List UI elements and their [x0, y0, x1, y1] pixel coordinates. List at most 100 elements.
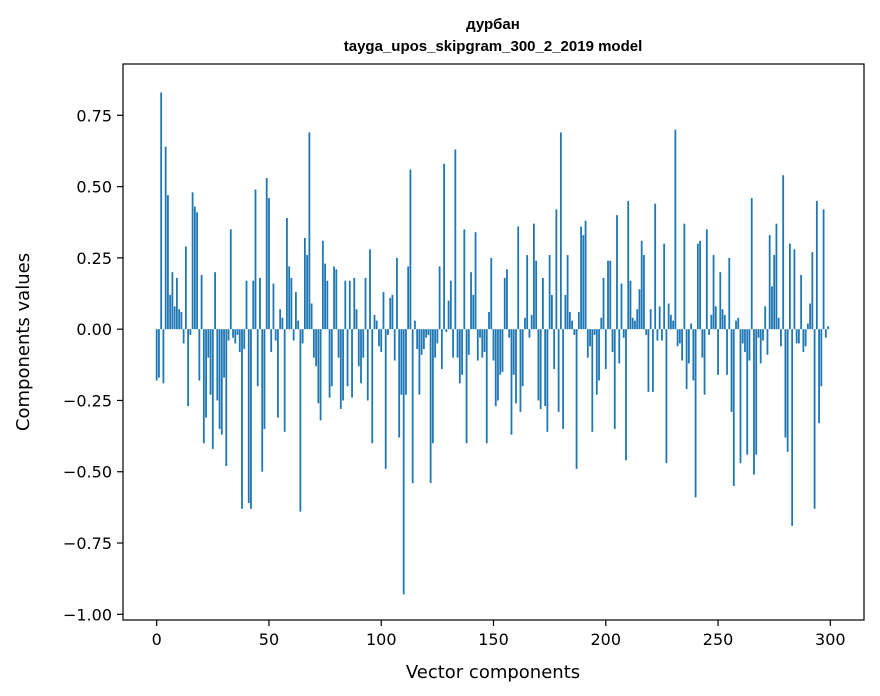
bar-128: [443, 163, 445, 330]
bar-189: [580, 226, 582, 330]
bar-188: [577, 312, 580, 330]
bar-151: [494, 329, 497, 407]
bar-229: [669, 314, 672, 330]
bar-61: [292, 329, 295, 341]
bar-30: [223, 329, 225, 378]
bar-174: [546, 329, 549, 432]
bar-31: [225, 329, 228, 467]
bar-250: [717, 329, 719, 375]
bar-239: [692, 329, 695, 381]
x-tick-label: 250: [703, 630, 734, 649]
bar-58: [286, 217, 288, 330]
bar-81: [337, 329, 340, 358]
bar-268: [757, 329, 760, 338]
bar-164: [524, 317, 526, 330]
bar-141: [472, 294, 475, 330]
bar-130: [447, 300, 450, 330]
bar-248: [712, 255, 715, 330]
bar-211: [629, 280, 632, 330]
bar-37: [238, 329, 241, 352]
bar-152: [497, 329, 499, 401]
bar-36: [236, 329, 239, 335]
bar-192: [586, 329, 589, 358]
bar-191: [584, 220, 587, 330]
bar-240: [694, 329, 697, 498]
bar-131: [449, 280, 452, 330]
y-tick-label: −0.75: [63, 534, 112, 553]
bar-107: [396, 257, 398, 330]
bar-276: [775, 223, 778, 330]
bar-35: [234, 329, 237, 344]
bar-206: [618, 329, 621, 364]
bar-269: [759, 329, 762, 364]
bar-102: [384, 329, 387, 469]
bar-217: [643, 255, 645, 330]
bar-236: [685, 329, 688, 390]
y-tick-label: 0.50: [76, 178, 112, 197]
bar-104: [389, 297, 392, 330]
bar-183: [566, 255, 569, 330]
y-tick-label: −0.50: [63, 463, 112, 482]
bar-18: [196, 212, 198, 330]
bar-265: [750, 198, 753, 330]
bar-43: [252, 280, 255, 330]
bar-158: [510, 329, 513, 435]
bar-258: [735, 320, 737, 330]
bar-76: [326, 280, 329, 330]
bar-197: [598, 329, 600, 381]
bar-175: [548, 255, 551, 330]
bar-109: [400, 329, 403, 395]
bar-101: [382, 292, 385, 330]
bar-177: [553, 329, 556, 370]
bar-179: [557, 329, 560, 412]
bar-125: [436, 329, 439, 344]
bar-290: [806, 323, 809, 330]
bar-292: [811, 252, 814, 330]
bar-263: [746, 329, 749, 455]
bar-238: [690, 323, 692, 330]
y-axis-label: Components values: [13, 253, 34, 431]
bar-169: [535, 260, 538, 330]
bar-95: [369, 249, 371, 330]
x-tick-label: 300: [815, 630, 846, 649]
bar-226: [663, 243, 666, 330]
bar-147: [485, 329, 488, 444]
bar-243: [701, 329, 704, 358]
bar-121: [427, 329, 430, 335]
bar-103: [387, 329, 389, 335]
bar-70: [312, 329, 315, 358]
bar-3: [162, 329, 165, 384]
bar-11: [180, 312, 183, 330]
bar-187: [575, 329, 578, 469]
bar-168: [533, 223, 535, 330]
bar-21: [202, 329, 205, 444]
bar-278: [780, 329, 782, 347]
bar-2: [160, 92, 163, 330]
bar-134: [456, 329, 459, 358]
bar-22: [205, 329, 207, 418]
bar-286: [797, 329, 800, 344]
bar-264: [748, 329, 751, 361]
bar-199: [602, 277, 605, 330]
x-axis-ticks: 0 50 100 150 200 250 300: [152, 620, 846, 649]
bar-154: [501, 329, 504, 372]
bar-259: [737, 317, 740, 330]
bar-260: [739, 329, 742, 464]
bar-145: [481, 329, 484, 358]
bar-69: [310, 303, 313, 330]
bar-68: [308, 132, 311, 330]
bar-73: [319, 329, 322, 421]
bar-91: [360, 329, 362, 384]
bar-249: [714, 306, 717, 330]
bar-137: [463, 229, 466, 330]
bar-242: [699, 240, 701, 330]
bar-108: [398, 329, 401, 438]
bar-195: [593, 329, 596, 335]
bar-90: [357, 329, 360, 367]
bar-287: [800, 274, 803, 330]
bar-79: [333, 266, 335, 330]
bar-135: [458, 329, 461, 384]
bar-17: [193, 206, 196, 330]
bar-204: [613, 329, 616, 429]
